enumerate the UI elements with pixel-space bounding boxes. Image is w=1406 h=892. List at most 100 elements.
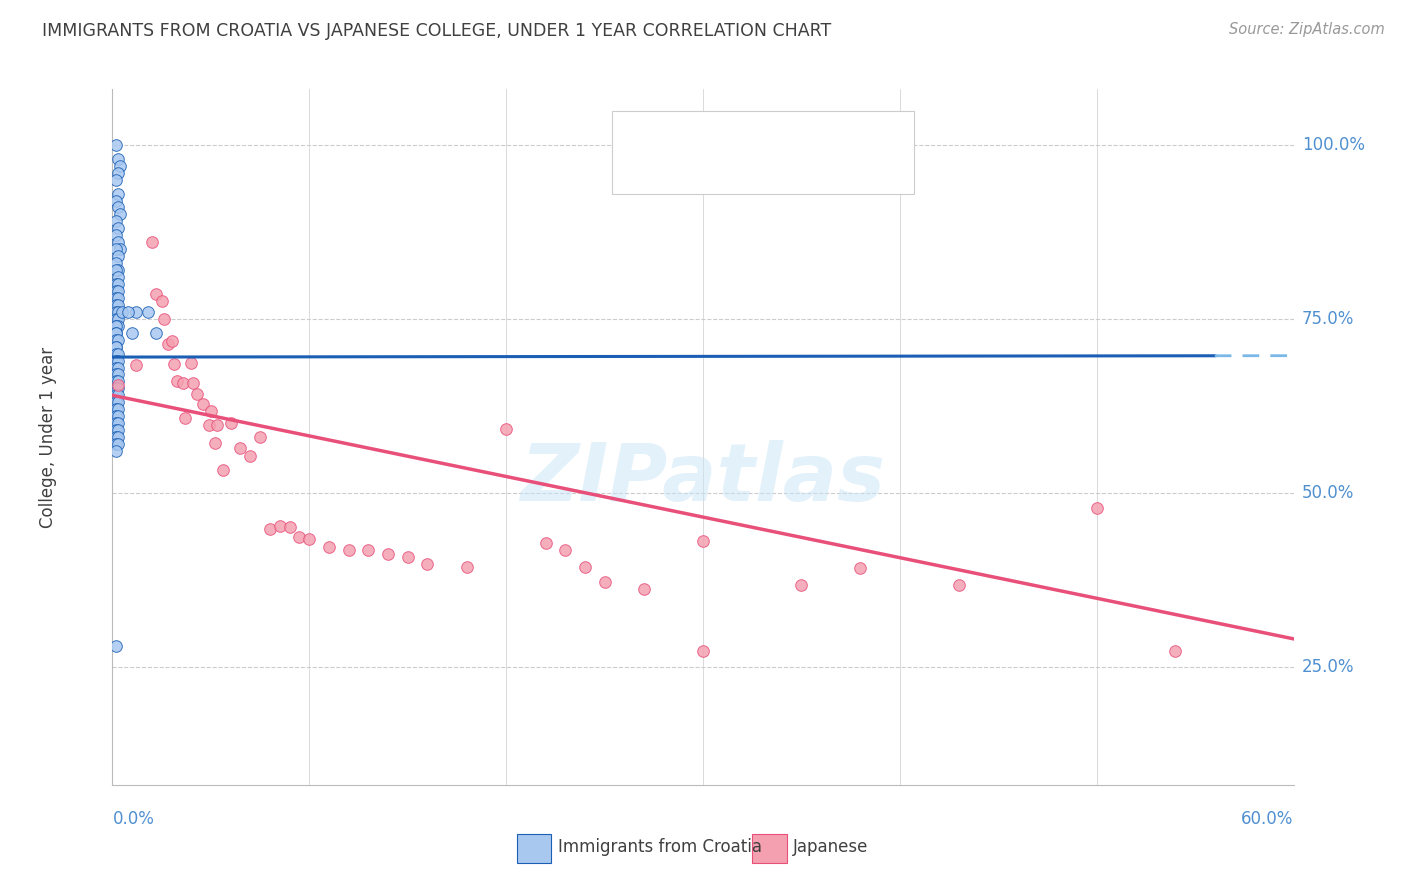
Point (107, 402, 129, 417)
Text: 50.0%: 50.0% (1302, 483, 1354, 501)
Point (249, 430, 271, 444)
Point (105, 137, 128, 152)
Bar (752, 834, 786, 863)
Point (107, 346, 129, 360)
Text: College, Under 1 year: College, Under 1 year (38, 346, 56, 528)
Point (186, 387, 208, 401)
Point (105, 277, 128, 291)
Point (849, 561, 872, 575)
Point (107, 333, 129, 347)
Point (318, 540, 340, 554)
Point (107, 423, 129, 437)
Point (948, 577, 970, 591)
Point (107, 291, 129, 305)
Point (377, 547, 399, 561)
Point (107, 318, 129, 333)
Point (107, 249, 129, 263)
Point (105, 375, 128, 389)
Point (229, 441, 252, 455)
Point (105, 214, 128, 228)
Point (219, 416, 242, 430)
Point (105, 318, 128, 333)
Point (166, 375, 188, 389)
Point (105, 360, 128, 375)
Point (110, 242, 132, 256)
Text: ZIPatlas: ZIPatlas (520, 440, 886, 518)
Text: 25.0%: 25.0% (1302, 657, 1354, 675)
Point (105, 409, 128, 424)
Point (1164, 644, 1187, 658)
Bar (624, 123, 657, 147)
Point (105, 298, 128, 312)
Text: 100.0%: 100.0% (1302, 136, 1365, 153)
Point (105, 318, 128, 333)
Point (211, 463, 233, 477)
Point (105, 194, 128, 208)
Point (278, 520, 301, 534)
Point (107, 437, 129, 451)
Point (105, 340, 128, 354)
Point (396, 549, 419, 564)
Text: Source: ZipAtlas.com: Source: ZipAtlas.com (1229, 22, 1385, 37)
Point (633, 582, 655, 596)
Point (554, 542, 576, 557)
Point (105, 340, 128, 354)
Point (105, 333, 128, 347)
Point (107, 221, 129, 235)
Bar (517, 834, 551, 863)
Point (105, 388, 128, 402)
Point (692, 644, 714, 658)
Point (105, 639, 128, 653)
Point (337, 542, 360, 557)
Point (105, 395, 128, 409)
Point (174, 410, 197, 425)
Point (105, 437, 128, 451)
Point (298, 533, 321, 547)
Text: IMMIGRANTS FROM CROATIA VS JAPANESE COLLEGE, UNDER 1 YEAR CORRELATION CHART: IMMIGRANTS FROM CROATIA VS JAPANESE COLL… (42, 22, 831, 40)
Point (269, 519, 291, 533)
Point (790, 577, 813, 591)
Point (107, 298, 129, 312)
Point (107, 378, 129, 392)
Point (191, 397, 214, 411)
Point (136, 305, 159, 319)
Point (121, 326, 143, 340)
Point (105, 326, 128, 340)
Point (150, 294, 173, 309)
Point (107, 409, 129, 424)
Point (205, 417, 228, 432)
Point (198, 418, 221, 433)
Point (125, 305, 148, 319)
Text: 60.0%: 60.0% (1241, 810, 1294, 828)
Point (107, 416, 129, 430)
Point (416, 557, 439, 571)
Point (107, 381, 129, 395)
Point (141, 235, 163, 250)
Point (456, 560, 478, 574)
Point (105, 263, 128, 277)
Point (105, 256, 128, 270)
Point (117, 305, 139, 319)
Text: 75.0%: 75.0% (1302, 310, 1354, 327)
Point (181, 376, 204, 390)
Point (180, 356, 202, 370)
Point (107, 430, 129, 444)
Point (107, 395, 129, 409)
Point (107, 277, 129, 291)
Point (239, 449, 262, 463)
Point (105, 416, 128, 430)
Text: Japanese: Japanese (793, 838, 868, 856)
Point (1085, 501, 1108, 516)
Point (107, 201, 129, 215)
Point (107, 353, 129, 368)
Point (145, 326, 167, 340)
Point (105, 291, 128, 305)
Point (495, 422, 517, 436)
Point (105, 326, 128, 340)
Point (107, 235, 129, 250)
Point (107, 388, 129, 402)
Point (107, 311, 129, 326)
Text: N = 77: N = 77 (793, 125, 860, 143)
Point (107, 166, 129, 180)
Point (204, 435, 226, 450)
